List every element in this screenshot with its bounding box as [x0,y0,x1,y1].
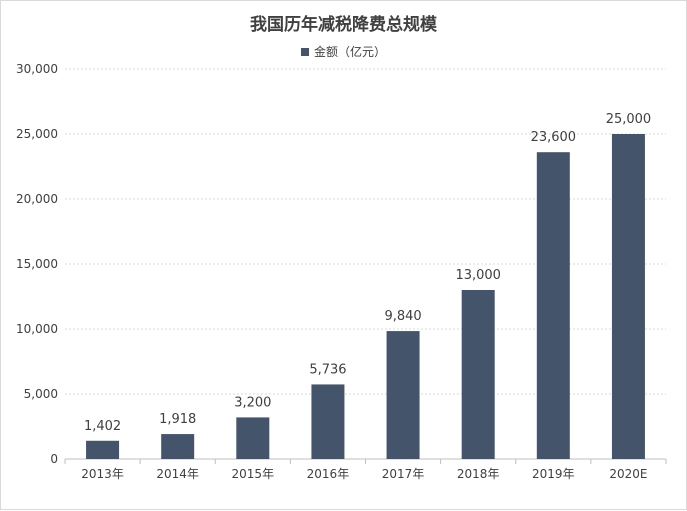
legend-label: 金额（亿元） [313,45,386,59]
y-tick-label: 20,000 [16,192,58,206]
x-tick-label: 2017年 [382,467,425,481]
bar [386,331,420,459]
bar [161,434,195,459]
data-label: 9,840 [384,309,421,324]
y-tick-label: 25,000 [16,127,58,141]
chart-title: 我国历年减税降费总规模 [250,15,437,35]
bar [461,290,495,459]
data-label: 23,600 [531,130,577,145]
data-labels: 1,402 1,918 3,200 5,736 9,840 13,000 23,600 25,… [84,112,651,434]
legend: 金额（亿元） [1,43,686,60]
x-tick-label: 2018年 [457,467,500,481]
axes: 0 5,000 10,000 15,000 20,000 25,000 30,000 2013… [16,62,667,481]
data-label: 3,200 [234,395,271,410]
data-label: 1,918 [159,412,196,427]
data-label: 1,402 [84,419,121,434]
y-tick-label: 10,000 [16,322,58,336]
y-tick-label: 30,000 [16,62,58,76]
y-tick-label: 5,000 [24,387,58,401]
x-tick-label: 2016年 [307,467,350,481]
data-label: 13,000 [455,268,501,283]
bar [536,152,570,459]
x-tick-label: 2015年 [232,467,275,481]
data-label: 5,736 [309,362,346,377]
bar [86,440,120,459]
x-tick-label: 2014年 [156,467,199,481]
y-tick-label: 15,000 [16,257,58,271]
x-tick-label: 2019年 [532,467,575,481]
gridlines [65,68,666,395]
data-label: 25,000 [606,112,652,127]
y-tick-label: 0 [50,452,58,466]
legend-swatch [300,47,309,56]
bars [86,134,645,459]
x-tick-label: 2020E [609,467,647,481]
bar [611,134,645,459]
x-tick-label: 2013年 [81,467,124,481]
bar [311,384,345,459]
bar [236,417,270,459]
